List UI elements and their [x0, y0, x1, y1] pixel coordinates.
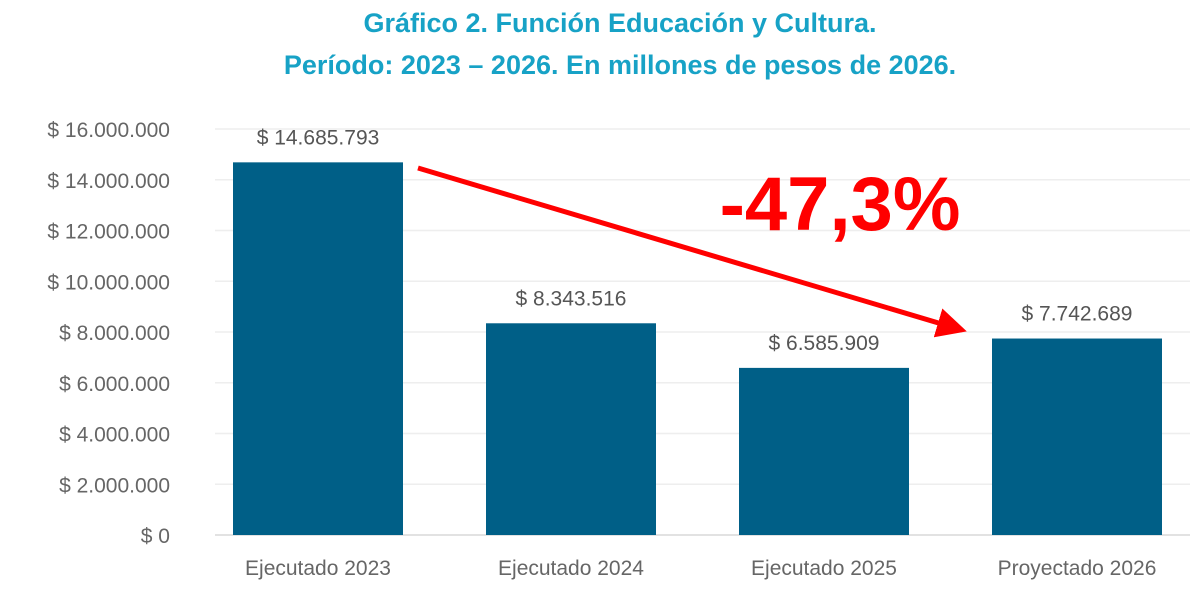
y-tick-label: $ 16.000.000	[47, 119, 170, 142]
bar	[739, 367, 909, 535]
bars: $ 14.685.793 Ejecutado 2023 $ 8.343.516 Eje…	[233, 126, 1162, 580]
annotation: -47,3%	[417, 162, 967, 338]
y-tick-label: $ 4.000.000	[59, 424, 170, 447]
bar	[233, 162, 403, 535]
change-annotation: -47,3%	[720, 162, 961, 247]
data-label: $ 7.742.689	[1022, 303, 1133, 326]
bar	[486, 323, 656, 535]
x-tick-label: Ejecutado 2024	[498, 557, 644, 580]
trend-arrow	[417, 165, 967, 338]
y-tick-label: $ 12.000.000	[47, 221, 170, 244]
y-tick-label: $ 14.000.000	[47, 170, 170, 193]
y-tick-label: $ 2.000.000	[59, 474, 170, 497]
data-label: $ 6.585.909	[769, 332, 880, 355]
bar	[992, 338, 1162, 535]
data-label: $ 8.343.516	[516, 287, 627, 310]
y-tick-label: $ 8.000.000	[59, 322, 170, 345]
data-label: $ 14.685.793	[257, 126, 380, 149]
x-tick-label: Ejecutado 2025	[751, 557, 897, 580]
y-tick-label: $ 6.000.000	[59, 373, 170, 396]
y-axis: $ 0 $ 2.000.000 $ 4.000.000 $ 6.000.000 $ 8.…	[47, 119, 170, 548]
y-tick-label: $ 0	[141, 525, 170, 548]
x-tick-label: Ejecutado 2023	[245, 557, 391, 580]
chart-subtitle: Período: 2023 – 2026. En millones de pes…	[284, 50, 956, 80]
x-tick-label: Proyectado 2026	[998, 557, 1157, 580]
y-tick-label: $ 10.000.000	[47, 271, 170, 294]
chart-title: Gráfico 2. Función Educación y Cultura.	[363, 8, 876, 38]
